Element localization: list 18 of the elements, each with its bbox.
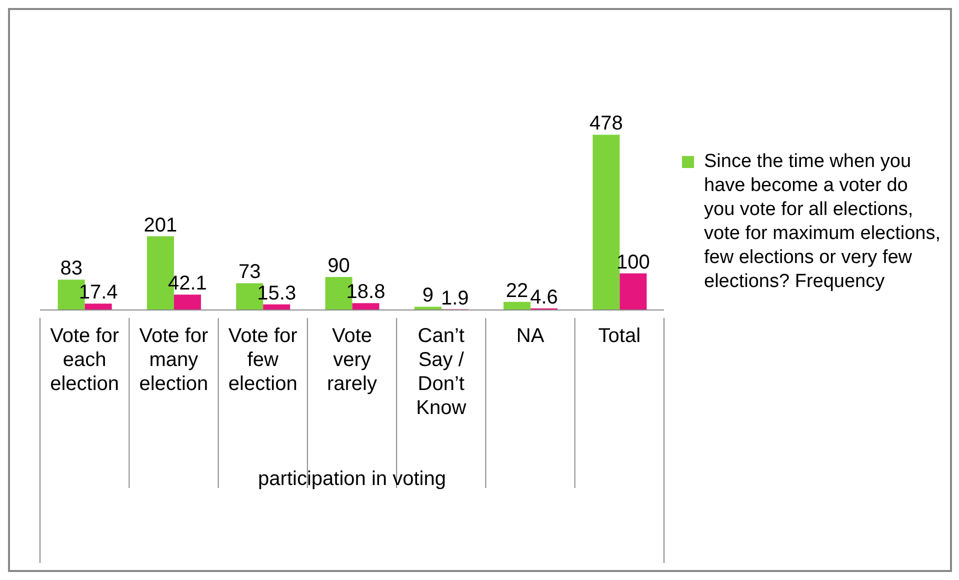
x-tick-label: Vote for many election xyxy=(139,325,209,395)
data-label: 22 xyxy=(506,280,528,302)
x-tick-label: Can’t Say / Don’t Know xyxy=(416,325,467,419)
data-label: 9 xyxy=(422,284,434,307)
data-label: 83 xyxy=(60,258,82,280)
x-tick-label: Total xyxy=(598,325,641,347)
x-axis-title: participation in voting xyxy=(258,468,446,490)
x-tick-label: Vote for few election xyxy=(228,325,298,395)
data-label: 4.6 xyxy=(530,286,558,308)
data-label: 478 xyxy=(590,112,623,135)
data-label: 1.9 xyxy=(440,287,469,310)
legend-label: Since the time when you have become a voter do you vote for all elections, vote for maximum elections, few elections or very few elections? Frequency xyxy=(704,150,942,294)
x-tick-label: Vote very rarely xyxy=(326,325,378,395)
data-label: 90 xyxy=(328,255,350,277)
x-tick-label: Vote for each election xyxy=(50,325,120,395)
data-label: 73 xyxy=(238,261,261,284)
data-label: 201 xyxy=(144,214,178,236)
x-tick-label: NA xyxy=(516,325,545,347)
